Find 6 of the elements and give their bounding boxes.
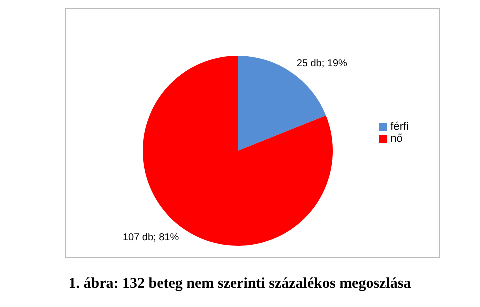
data-label: 25 db; 19%	[296, 58, 348, 70]
data-label: 107 db; 81%	[122, 232, 180, 244]
text: 1. ábra: 132 beteg nem szerinti százalékos megoszlása	[68, 276, 412, 293]
legend-label: nő	[390, 133, 403, 145]
legend-label: férfi	[390, 121, 409, 133]
pie-slice	[238, 56, 326, 151]
